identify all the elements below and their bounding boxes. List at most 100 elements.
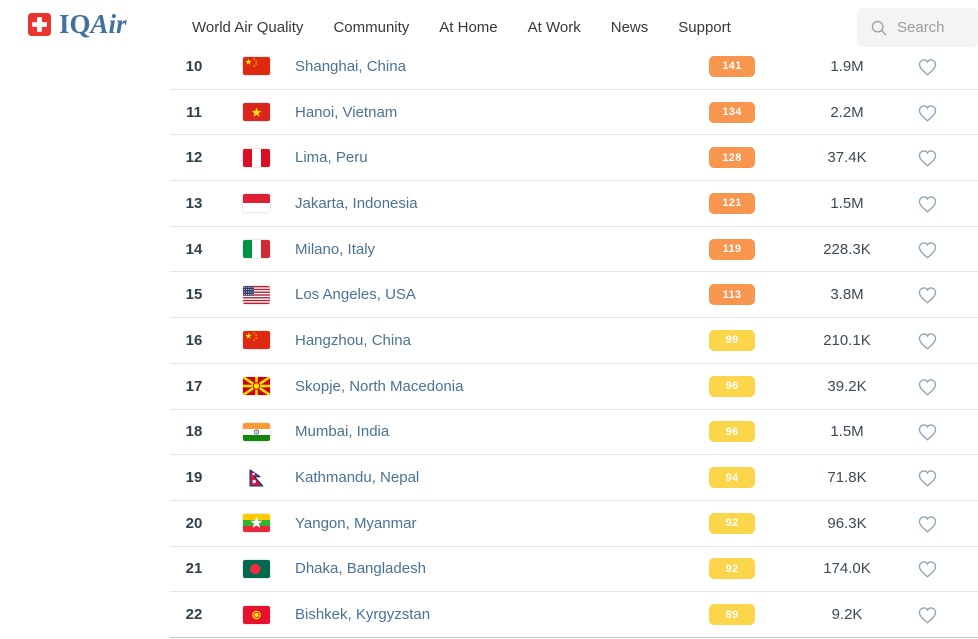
followers-count: 228.3K [823, 240, 871, 258]
followers-count: 1.9M [830, 57, 864, 75]
followers-count: 1.5M [830, 423, 864, 441]
heart-icon[interactable] [916, 421, 939, 442]
flag-china-icon [243, 331, 270, 350]
aqi-badge: 96 [709, 375, 755, 397]
flag-nepal-icon [243, 468, 270, 487]
flag-peru-icon [243, 148, 270, 167]
aqi-badge: 128 [709, 147, 755, 169]
table-row[interactable]: 20 Yangon, Myanmar 92 96.3K [170, 500, 978, 547]
site-header: IQAir World Air Quality Community At Home A… [0, 0, 978, 47]
city-link[interactable]: Dhaka, Bangladesh [295, 560, 426, 578]
rank-number: 12 [185, 149, 203, 167]
heart-icon[interactable] [916, 467, 939, 488]
heart-icon[interactable] [916, 558, 939, 579]
rank-number: 22 [185, 606, 203, 624]
search-box[interactable] [857, 8, 978, 47]
city-link[interactable]: Los Angeles, USA [295, 286, 416, 304]
city-link[interactable]: Lima, Peru [295, 149, 368, 167]
nav-item-support[interactable]: Support [678, 18, 731, 36]
city-link[interactable]: Mumbai, India [295, 423, 390, 441]
rank-number: 19 [185, 469, 203, 487]
table-row[interactable]: 10 Shanghai, China 141 1.9M [170, 44, 978, 90]
aqi-badge: 121 [709, 192, 755, 214]
aqi-badge: 134 [709, 101, 755, 123]
nav-item-at-home[interactable]: At Home [439, 18, 498, 36]
aqi-badge: 119 [709, 238, 755, 260]
main-nav: World Air Quality Community At Home At Work… [192, 8, 731, 46]
heart-icon[interactable] [916, 193, 939, 214]
followers-count: 39.2K [827, 377, 867, 395]
aqi-badge: 92 [709, 558, 755, 580]
table-row[interactable]: 18 Mumbai, India 96 1.5M [170, 409, 978, 456]
heart-icon[interactable] [916, 239, 939, 260]
rank-number: 13 [185, 194, 203, 212]
followers-count: 96.3K [827, 514, 867, 532]
flag-bangladesh-icon [243, 559, 270, 578]
aqi-badge: 113 [709, 284, 755, 306]
table-row[interactable]: 12 Lima, Peru 128 37.4K [170, 135, 978, 182]
followers-count: 2.2M [830, 103, 864, 121]
city-link[interactable]: Yangon, Myanmar [295, 514, 417, 532]
rank-number: 15 [185, 286, 203, 304]
aqi-badge: 99 [709, 329, 755, 351]
followers-count: 174.0K [823, 560, 871, 578]
city-link[interactable]: Shanghai, China [295, 57, 406, 75]
heart-icon[interactable] [916, 330, 939, 351]
followers-count: 210.1K [823, 331, 871, 349]
flag-north-macedonia-icon [243, 377, 270, 396]
search-icon [871, 20, 887, 35]
followers-count: 9.2K [831, 606, 863, 624]
city-link[interactable]: Kathmandu, Nepal [295, 469, 420, 487]
aqi-badge: 94 [709, 467, 755, 489]
aqi-badge: 92 [709, 512, 755, 534]
flag-vietnam-icon [243, 103, 270, 122]
nav-item-at-work[interactable]: At Work [527, 18, 581, 36]
search-input[interactable] [897, 19, 967, 36]
city-link[interactable]: Hanoi, Vietnam [295, 103, 398, 121]
city-link[interactable]: Skopje, North Macedonia [295, 377, 464, 395]
nav-item-community[interactable]: Community [333, 18, 410, 36]
logo-wordmark: IQAir [59, 9, 127, 39]
flag-indonesia-icon [243, 194, 270, 213]
aqi-badge: 96 [709, 421, 755, 443]
aqi-badge: 141 [709, 55, 755, 77]
table-row[interactable]: 16 Hangzhou, China 99 210.1K [170, 318, 978, 364]
flag-italy-icon [243, 240, 270, 259]
city-link[interactable]: Milano, Italy [295, 240, 376, 258]
table-row[interactable]: 21 Dhaka, Bangladesh 92 174.0K [170, 546, 978, 593]
table-row[interactable]: 22 Bishkek, Kyrgyzstan 89 9.2K [170, 592, 978, 638]
followers-count: 71.8K [827, 469, 867, 487]
swiss-cross-icon [28, 12, 51, 36]
table-row[interactable]: 17 Skopje, North Macedonia 96 39.2K [170, 363, 978, 410]
table-row[interactable]: 11 Hanoi, Vietnam 134 2.2M [170, 89, 978, 136]
rank-number: 18 [185, 423, 203, 441]
nav-item-news[interactable]: News [610, 18, 649, 36]
table-row[interactable]: 13 Jakarta, Indonesia 121 1.5M [170, 181, 978, 227]
table-row[interactable]: 19 Kathmandu, Nepal 94 71.8K [170, 455, 978, 501]
city-link[interactable]: Jakarta, Indonesia [295, 194, 418, 212]
city-link[interactable]: Hangzhou, China [295, 331, 411, 349]
rank-number: 16 [185, 331, 203, 349]
flag-kyrgyzstan-icon [243, 605, 270, 624]
heart-icon[interactable] [916, 147, 939, 168]
rank-number: 11 [186, 103, 202, 121]
heart-icon[interactable] [916, 604, 939, 625]
ranking-table: 10 Shanghai, China 141 1.9M 11 Hanoi, Vietnam… [170, 44, 978, 638]
flag-china-icon [243, 57, 270, 76]
table-row[interactable]: 14 Milano, Italy 119 228.3K [170, 226, 978, 273]
city-link[interactable]: Bishkek, Kyrgyzstan [295, 606, 431, 624]
table-row[interactable]: 15 Los Angeles, USA 113 3.8M [170, 272, 978, 319]
rank-number: 17 [185, 377, 203, 395]
flag-myanmar-icon [243, 514, 270, 533]
heart-icon[interactable] [916, 513, 939, 534]
heart-icon[interactable] [916, 284, 939, 305]
followers-count: 1.5M [830, 194, 864, 212]
heart-icon[interactable] [916, 56, 939, 77]
rank-number: 14 [185, 240, 203, 258]
heart-icon[interactable] [916, 376, 939, 397]
iqair-logo[interactable]: IQAir [28, 9, 127, 39]
nav-item-world-air-quality[interactable]: World Air Quality [192, 18, 304, 36]
heart-icon[interactable] [916, 102, 939, 123]
followers-count: 3.8M [830, 286, 864, 304]
rank-number: 21 [185, 560, 203, 578]
